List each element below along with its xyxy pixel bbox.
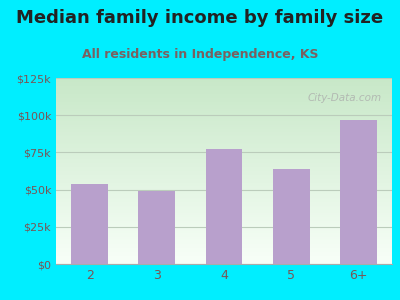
Bar	[71, 184, 108, 264]
Bar	[340, 120, 377, 264]
Bar	[273, 169, 310, 264]
Text: All residents in Independence, KS: All residents in Independence, KS	[82, 48, 318, 61]
Bar	[206, 149, 242, 264]
Text: City-Data.com: City-Data.com	[308, 93, 382, 103]
Bar	[138, 191, 175, 264]
Text: Median family income by family size: Median family income by family size	[16, 9, 384, 27]
